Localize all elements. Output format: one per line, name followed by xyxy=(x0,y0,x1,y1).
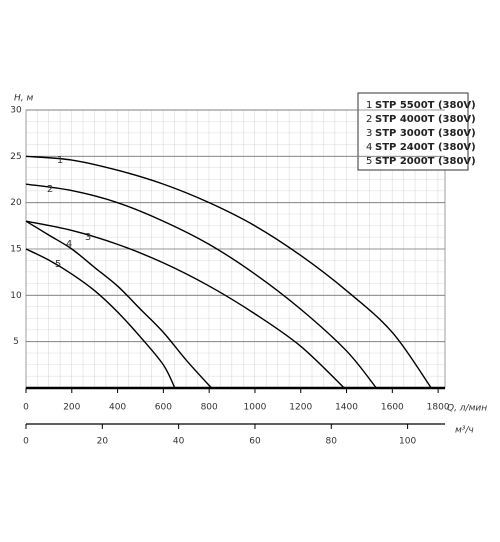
y-tick-label: 15 xyxy=(10,245,21,255)
curve xyxy=(25,248,176,389)
y-tick-label: 25 xyxy=(10,152,21,162)
legend-number: 1 xyxy=(366,100,372,111)
curve xyxy=(25,220,345,389)
x2-tick-label: 80 xyxy=(326,437,338,447)
x2-tick-label: 20 xyxy=(97,437,109,447)
x2-axis-label: м³/ч xyxy=(455,426,474,436)
x-tick-label: 800 xyxy=(201,403,218,413)
x2-tick-label: 60 xyxy=(249,437,261,447)
x-tick-label: 1600 xyxy=(381,403,404,413)
x-tick-label: 1800 xyxy=(427,403,450,413)
y-tick-label: 30 xyxy=(10,106,22,116)
legend-box xyxy=(357,92,469,171)
y-tick-label: 10 xyxy=(10,291,22,301)
curve-label: 1 xyxy=(57,155,63,166)
legend-number: 5 xyxy=(366,156,372,167)
x-tick-label: 600 xyxy=(155,403,172,413)
y-tick-label: 20 xyxy=(10,198,22,208)
x-axis-label: Q, л/мин xyxy=(447,404,487,414)
curve-label: 2 xyxy=(47,184,53,195)
curve-label: 3 xyxy=(85,232,91,243)
x-tick-label: 0 xyxy=(23,403,29,413)
x2-tick-label: 100 xyxy=(399,437,416,447)
x-tick-label: 400 xyxy=(109,403,126,413)
x-tick-label: 1200 xyxy=(289,403,312,413)
x-tick-label: 1000 xyxy=(244,403,267,413)
legend-number: 2 xyxy=(366,114,372,125)
curve xyxy=(25,155,432,389)
legend-label: STP 5500T (380V) xyxy=(375,100,476,111)
x2-tick-label: 0 xyxy=(23,437,29,447)
legend-number: 4 xyxy=(366,142,372,153)
legend-label: STP 2400T (380V) xyxy=(375,142,476,153)
curve-label: 5 xyxy=(55,259,61,270)
legend-label: STP 3000T (380V) xyxy=(375,128,476,139)
y-axis-label: H, м xyxy=(14,94,33,104)
curve-label: 4 xyxy=(66,239,72,250)
x-tick-label: 200 xyxy=(63,403,80,413)
x2-tick-label: 40 xyxy=(173,437,185,447)
legend-label: STP 2000T (380V) xyxy=(375,156,476,167)
x-tick-label: 1400 xyxy=(335,403,358,413)
y-tick-label: 5 xyxy=(13,337,19,347)
legend-number: 3 xyxy=(366,128,372,139)
legend-label: STP 4000T (380V) xyxy=(375,114,476,125)
curve xyxy=(25,183,377,389)
curve xyxy=(25,220,212,389)
